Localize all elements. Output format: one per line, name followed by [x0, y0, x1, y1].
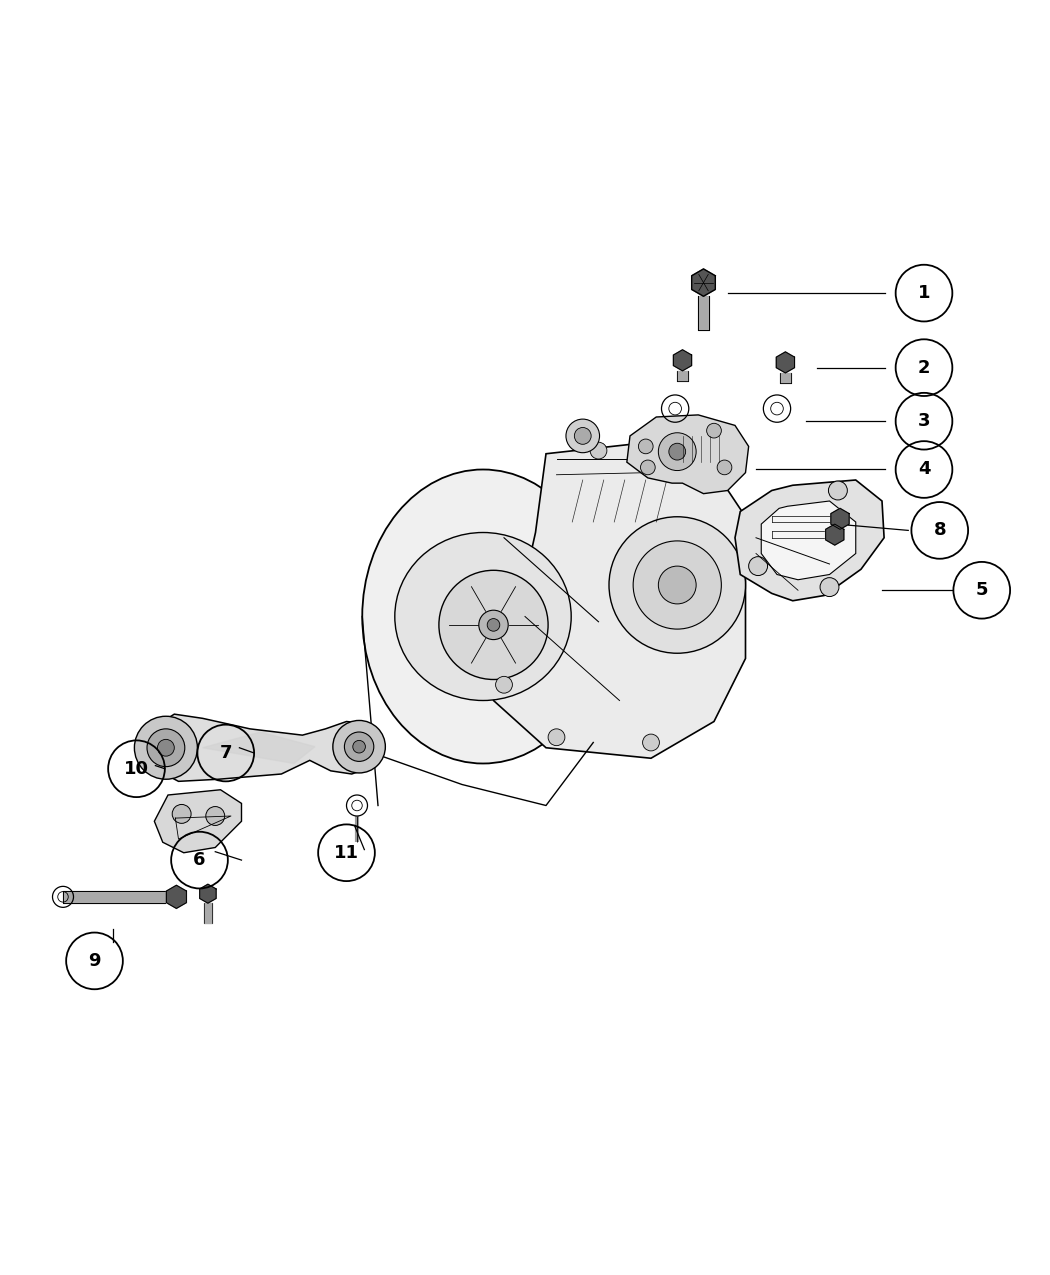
- Circle shape: [353, 741, 365, 754]
- Text: 3: 3: [918, 412, 930, 430]
- Polygon shape: [147, 714, 380, 782]
- Polygon shape: [673, 349, 692, 371]
- Polygon shape: [494, 444, 746, 759]
- Polygon shape: [761, 501, 856, 580]
- Text: 9: 9: [88, 952, 101, 970]
- Text: 4: 4: [918, 460, 930, 478]
- Circle shape: [609, 516, 746, 653]
- Circle shape: [658, 432, 696, 470]
- Circle shape: [344, 732, 374, 761]
- Circle shape: [707, 423, 721, 439]
- Text: 1: 1: [918, 284, 930, 302]
- Circle shape: [590, 442, 607, 459]
- Circle shape: [548, 729, 565, 746]
- Polygon shape: [203, 732, 315, 764]
- Text: 5: 5: [975, 581, 988, 599]
- Circle shape: [487, 618, 500, 631]
- Polygon shape: [831, 509, 849, 529]
- Polygon shape: [627, 414, 749, 493]
- Circle shape: [134, 717, 197, 779]
- Polygon shape: [154, 789, 242, 853]
- Circle shape: [158, 740, 174, 756]
- Circle shape: [658, 566, 696, 604]
- Ellipse shape: [362, 469, 604, 764]
- Circle shape: [638, 439, 653, 454]
- Circle shape: [333, 720, 385, 773]
- Circle shape: [643, 734, 659, 751]
- Circle shape: [820, 578, 839, 597]
- Circle shape: [633, 541, 721, 629]
- Circle shape: [640, 460, 655, 474]
- Circle shape: [479, 611, 508, 640]
- Text: 8: 8: [933, 521, 946, 539]
- Text: 2: 2: [918, 358, 930, 376]
- Polygon shape: [200, 885, 216, 903]
- Polygon shape: [776, 352, 795, 372]
- Polygon shape: [735, 479, 884, 601]
- Circle shape: [566, 419, 600, 453]
- Circle shape: [717, 460, 732, 474]
- Circle shape: [828, 481, 847, 500]
- Polygon shape: [692, 269, 715, 296]
- Circle shape: [749, 557, 768, 575]
- Circle shape: [574, 427, 591, 444]
- Polygon shape: [825, 524, 844, 546]
- Circle shape: [206, 807, 225, 825]
- Ellipse shape: [395, 533, 571, 700]
- Text: 7: 7: [219, 745, 232, 762]
- Circle shape: [147, 729, 185, 766]
- Polygon shape: [166, 885, 187, 908]
- Circle shape: [172, 805, 191, 824]
- Circle shape: [496, 676, 512, 694]
- Text: 10: 10: [124, 760, 149, 778]
- Circle shape: [669, 444, 686, 460]
- Circle shape: [439, 570, 548, 680]
- Text: 11: 11: [334, 844, 359, 862]
- Text: 6: 6: [193, 852, 206, 870]
